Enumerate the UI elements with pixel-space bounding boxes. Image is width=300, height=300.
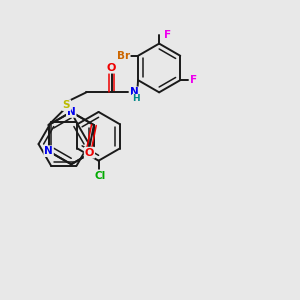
Text: N: N <box>130 87 138 97</box>
Text: O: O <box>107 63 116 73</box>
Text: H: H <box>132 94 140 103</box>
Text: N: N <box>67 107 76 117</box>
Text: N: N <box>44 146 53 156</box>
Text: S: S <box>63 100 70 110</box>
Text: Br: Br <box>117 51 130 61</box>
Text: F: F <box>190 75 197 85</box>
Text: O: O <box>85 148 94 158</box>
Text: Cl: Cl <box>94 171 106 181</box>
Text: F: F <box>164 30 171 40</box>
